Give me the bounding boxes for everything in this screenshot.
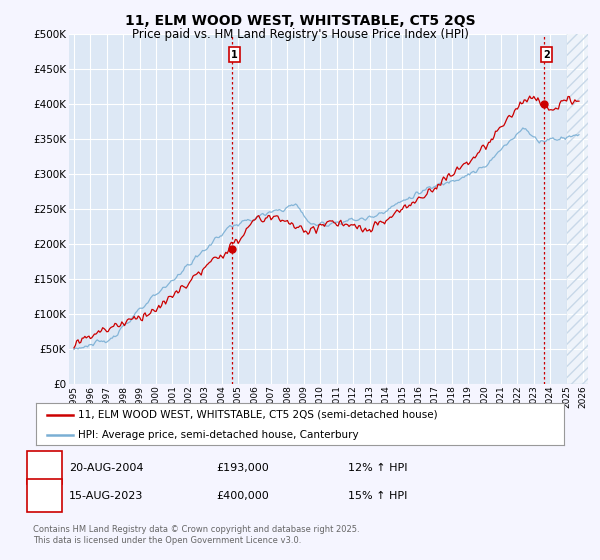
Text: 15-AUG-2023: 15-AUG-2023 xyxy=(69,491,143,501)
Text: 11, ELM WOOD WEST, WHITSTABLE, CT5 2QS (semi-detached house): 11, ELM WOOD WEST, WHITSTABLE, CT5 2QS (… xyxy=(78,410,438,420)
Text: 2: 2 xyxy=(543,50,550,59)
Text: 15% ↑ HPI: 15% ↑ HPI xyxy=(348,491,407,501)
Bar xyxy=(566,34,591,384)
Text: 20-AUG-2004: 20-AUG-2004 xyxy=(69,463,143,473)
Text: Contains HM Land Registry data © Crown copyright and database right 2025.
This d: Contains HM Land Registry data © Crown c… xyxy=(33,525,359,545)
Text: 11, ELM WOOD WEST, WHITSTABLE, CT5 2QS: 11, ELM WOOD WEST, WHITSTABLE, CT5 2QS xyxy=(125,14,475,28)
Text: HPI: Average price, semi-detached house, Canterbury: HPI: Average price, semi-detached house,… xyxy=(78,430,359,440)
Text: £400,000: £400,000 xyxy=(216,491,269,501)
Text: 1: 1 xyxy=(41,463,48,473)
Bar xyxy=(566,34,591,384)
Text: 1: 1 xyxy=(231,50,238,59)
Text: 2: 2 xyxy=(41,491,48,501)
Text: 12% ↑ HPI: 12% ↑ HPI xyxy=(348,463,407,473)
Text: Price paid vs. HM Land Registry's House Price Index (HPI): Price paid vs. HM Land Registry's House … xyxy=(131,28,469,41)
Text: £193,000: £193,000 xyxy=(216,463,269,473)
